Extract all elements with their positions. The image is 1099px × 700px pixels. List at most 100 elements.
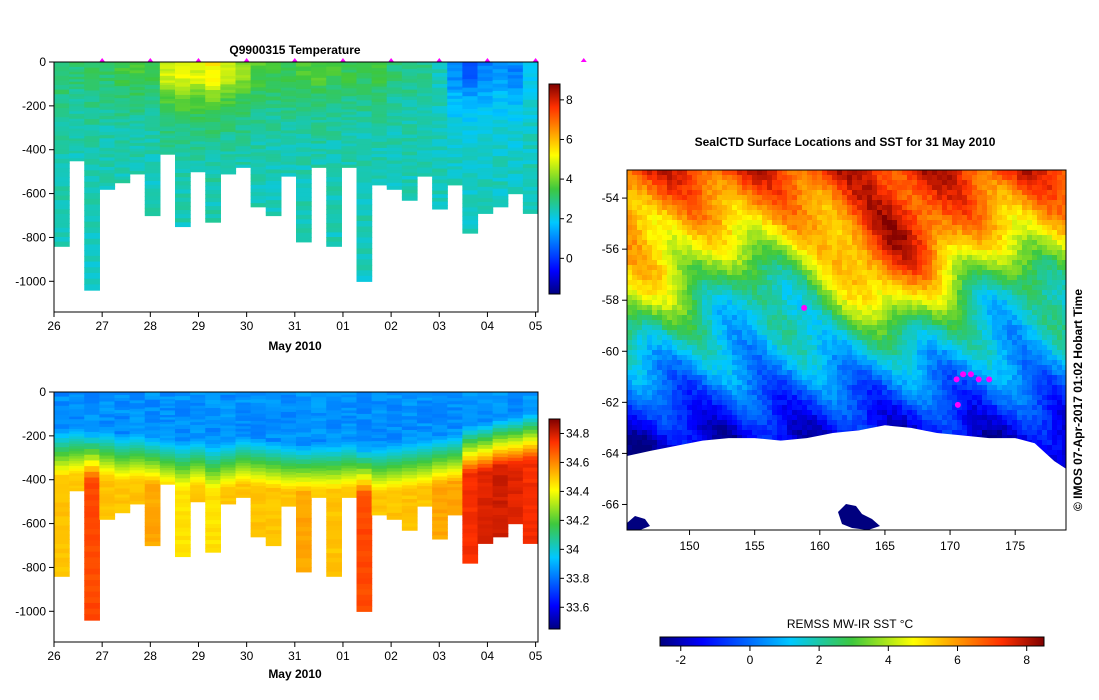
salinity-cell bbox=[477, 414, 494, 420]
sst-cell bbox=[737, 270, 742, 275]
temperature-cell bbox=[205, 66, 221, 71]
sst-cell bbox=[672, 230, 677, 235]
temperature-cell bbox=[205, 98, 221, 103]
salinity-cell bbox=[417, 446, 433, 450]
sst-cell bbox=[702, 225, 707, 230]
temperature-cell bbox=[69, 66, 85, 71]
temperature-cell bbox=[296, 147, 312, 153]
temperature-cell bbox=[447, 65, 463, 69]
temperature-cell bbox=[84, 198, 100, 206]
salinity-cell bbox=[462, 481, 479, 487]
temperature-cell bbox=[114, 125, 131, 129]
temperature-cell bbox=[371, 138, 388, 143]
sst-cell bbox=[642, 245, 647, 250]
salinity-cell bbox=[432, 399, 448, 404]
sst-cell bbox=[652, 370, 657, 375]
temperature-cell bbox=[507, 180, 524, 185]
salinity-cell bbox=[462, 473, 479, 479]
salinity-cell bbox=[129, 467, 146, 471]
temperature-cell bbox=[477, 141, 494, 146]
temperature-cell bbox=[265, 146, 282, 151]
temperature-cell bbox=[69, 145, 85, 149]
temperature-cell bbox=[462, 143, 479, 149]
temperature-cell bbox=[341, 72, 358, 76]
temperature-cell bbox=[447, 169, 463, 174]
salinity-cell bbox=[144, 533, 161, 539]
temperature-cell bbox=[341, 146, 358, 150]
sst-cell bbox=[682, 220, 687, 225]
sst-cell bbox=[627, 355, 632, 360]
temperature-cell bbox=[462, 186, 479, 191]
salinity-cell bbox=[190, 482, 206, 486]
sst-cell bbox=[632, 400, 637, 405]
temperature-cell bbox=[356, 78, 373, 85]
sst-cell bbox=[757, 175, 762, 180]
salinity-cell bbox=[265, 445, 282, 451]
temperature-cell bbox=[447, 98, 463, 103]
sst-cell bbox=[672, 185, 677, 190]
salinity-cell bbox=[447, 410, 463, 415]
salinity-cell bbox=[99, 471, 116, 476]
salinity-cell bbox=[432, 406, 448, 411]
temperature-cell bbox=[265, 119, 282, 125]
temperature-cell bbox=[190, 103, 206, 107]
sst-cell bbox=[652, 185, 657, 190]
sst-cell bbox=[782, 225, 787, 230]
salinity-cell bbox=[341, 468, 358, 472]
salinity-cell bbox=[220, 392, 237, 396]
sst-cell bbox=[727, 430, 732, 435]
sst-cell bbox=[682, 225, 687, 230]
temperature-cell bbox=[326, 135, 342, 141]
sst-cell bbox=[667, 300, 672, 305]
sst-cell bbox=[682, 395, 687, 400]
temperature-cell bbox=[356, 133, 373, 140]
sst-cell bbox=[637, 435, 642, 440]
sst-cell bbox=[782, 195, 787, 200]
sst-cell bbox=[687, 395, 692, 400]
sst-cell bbox=[747, 180, 752, 185]
temperature-cell bbox=[69, 111, 85, 115]
sst-cell bbox=[702, 230, 707, 235]
sst-cell bbox=[692, 340, 697, 345]
sst-cell bbox=[712, 310, 717, 315]
salinity-cell bbox=[54, 456, 70, 462]
sst-cell bbox=[777, 315, 782, 320]
salinity-cell bbox=[114, 479, 131, 484]
sst-cell bbox=[752, 345, 757, 350]
temperature-cell bbox=[99, 173, 116, 178]
y-tick-label: -400 bbox=[22, 143, 46, 157]
temperature-cell bbox=[371, 86, 388, 91]
sst-cell bbox=[782, 210, 787, 215]
temperature-cell bbox=[371, 95, 388, 100]
temperature-cell bbox=[144, 65, 161, 71]
salinity-cell bbox=[54, 539, 70, 545]
temperature-cell bbox=[477, 69, 494, 74]
temperature-cell bbox=[250, 76, 267, 81]
x-tick-label: 31 bbox=[288, 649, 302, 663]
temperature-cell bbox=[386, 106, 403, 111]
sst-cell bbox=[637, 175, 642, 180]
salinity-cell bbox=[114, 392, 131, 396]
salinity-cell bbox=[114, 428, 131, 432]
sst-cell bbox=[752, 215, 757, 220]
temperature-cell bbox=[54, 167, 70, 174]
temperature-cell bbox=[386, 96, 403, 101]
salinity-cell bbox=[477, 539, 494, 544]
salinity-cell bbox=[311, 407, 327, 412]
sst-cell bbox=[782, 300, 787, 305]
sst-cell bbox=[647, 430, 652, 435]
salinity-cell bbox=[114, 425, 131, 429]
salinity-cell bbox=[235, 484, 252, 488]
sst-cell bbox=[647, 205, 652, 210]
salinity-cell bbox=[265, 457, 282, 462]
temperature-cell bbox=[371, 74, 388, 78]
salinity-cell bbox=[159, 426, 176, 430]
temperature-cell bbox=[99, 65, 116, 69]
sst-cell bbox=[667, 275, 672, 280]
sst-cell bbox=[767, 205, 772, 210]
temperature-cell bbox=[447, 175, 463, 180]
sst-cell bbox=[687, 235, 692, 240]
temperature-cell bbox=[401, 93, 418, 98]
profile-marker bbox=[484, 58, 491, 62]
temperature-y-axis: 0-200-400-600-800-1000 bbox=[15, 55, 54, 288]
